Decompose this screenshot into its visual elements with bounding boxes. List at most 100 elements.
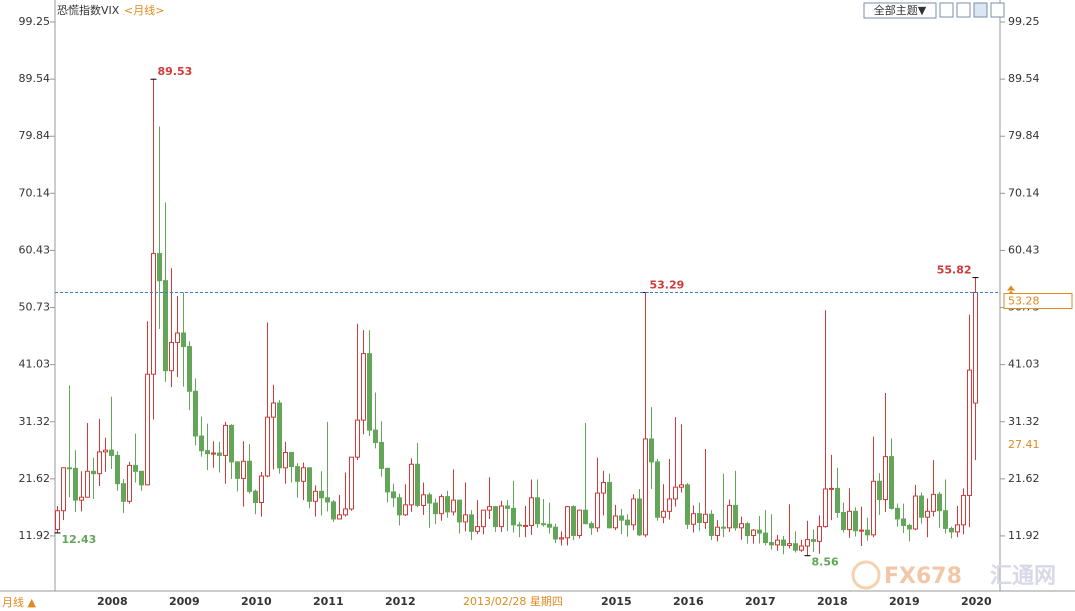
candle-body	[61, 467, 66, 512]
y2-tick-label: 79.84	[1008, 129, 1040, 142]
right-button[interactable]	[990, 2, 1005, 18]
candle-body	[487, 506, 492, 511]
y-tick-label: 60.43	[19, 243, 51, 256]
candle-body	[547, 523, 552, 528]
candle-body	[799, 545, 804, 551]
candle-body	[205, 450, 210, 455]
candle-body	[319, 490, 324, 499]
x-tick-label: 2020	[961, 595, 992, 608]
candle-body	[805, 539, 810, 547]
x-tick-label: 2008	[97, 595, 128, 608]
x-tick-label: 2019	[889, 595, 920, 608]
high-label: 53.29	[650, 278, 685, 291]
candle-body	[253, 490, 258, 503]
candle-body	[853, 510, 858, 532]
candle-body	[811, 539, 816, 542]
candle-body	[313, 490, 318, 502]
candle-body	[145, 373, 150, 486]
period-button[interactable]: 月线 ▲	[2, 595, 36, 609]
candle-body	[571, 506, 576, 536]
watermark-name: 汇通网	[990, 564, 1056, 589]
theme-button[interactable]	[863, 2, 937, 19]
x-tick-label: 2017	[745, 595, 776, 608]
candle-body	[967, 369, 972, 496]
y-tick-label: 50.73	[19, 301, 51, 314]
candle-body	[451, 499, 456, 513]
y2-tick-label: 31.32	[1008, 415, 1040, 428]
candle-body	[259, 475, 264, 503]
candle-body	[505, 505, 510, 509]
candle-body	[247, 460, 252, 492]
candle-body	[913, 495, 918, 530]
candle-body	[541, 523, 546, 526]
candle-body	[631, 498, 636, 526]
y-tick-label: 21.62	[19, 472, 51, 485]
candle-body	[667, 498, 672, 512]
candle-body	[139, 470, 144, 486]
candle-body	[343, 508, 348, 516]
candle-body	[115, 454, 120, 485]
candle-body	[409, 463, 414, 506]
candle-body	[865, 529, 870, 536]
candle-body	[607, 481, 612, 529]
zoom-button[interactable]	[939, 2, 954, 18]
candle-body	[583, 509, 588, 525]
candle-body	[601, 481, 606, 494]
candle-body	[397, 497, 402, 516]
watermark-brand: FX678	[884, 564, 962, 589]
candle-body	[511, 507, 516, 526]
candle-body	[709, 513, 714, 536]
candle-body	[907, 524, 912, 530]
candle-body	[781, 539, 786, 546]
candle-body	[349, 456, 354, 510]
candle-body	[379, 441, 384, 469]
candle-body	[463, 514, 468, 523]
theme-button-label[interactable]: 全部主题▼	[874, 3, 927, 17]
high-label: 89.53	[158, 65, 193, 78]
candle-body	[565, 506, 570, 539]
candle-body	[283, 451, 288, 469]
candle-body	[847, 510, 852, 531]
left-button[interactable]	[973, 2, 988, 18]
y-tick-label: 11.92	[19, 529, 51, 542]
candle-body	[943, 510, 948, 529]
candle-body	[481, 509, 486, 528]
candle-body	[643, 438, 648, 536]
candle-body	[307, 467, 312, 502]
candle-body	[271, 402, 276, 418]
candle-body	[523, 524, 528, 527]
candle-body	[73, 467, 78, 501]
candle-body	[619, 515, 624, 521]
y2-tick-label: 99.25	[1008, 15, 1040, 28]
candle-body	[55, 510, 60, 531]
candle-body	[133, 464, 138, 472]
crosshair-label: 27.41	[1008, 438, 1040, 451]
candle-body	[337, 514, 342, 520]
candle-body	[373, 429, 378, 443]
candle-body	[103, 449, 108, 453]
candle-body	[217, 452, 222, 456]
candle-body	[241, 460, 246, 479]
candle-body	[421, 494, 426, 506]
candle-body	[127, 464, 132, 502]
candle-body	[661, 510, 666, 518]
candle-body	[469, 514, 474, 532]
x-tick-label: 2013/02/28 星期四	[463, 595, 563, 608]
candle-body	[691, 513, 696, 525]
candle-body	[355, 419, 360, 458]
candle-body	[787, 543, 792, 546]
candle-body	[121, 483, 126, 502]
candle-body	[763, 532, 768, 544]
low-label: 12.43	[62, 533, 97, 546]
x-tick-label: 2011	[313, 595, 344, 608]
range-button[interactable]	[956, 2, 971, 18]
candle-body	[859, 529, 864, 532]
candle-body	[961, 494, 966, 526]
candle-body	[415, 463, 420, 506]
candle-body	[739, 523, 744, 529]
candle-body	[553, 526, 558, 540]
y2-tick-label: 11.92	[1008, 529, 1040, 542]
y-tick-label: 41.03	[19, 358, 51, 371]
candle-body	[955, 524, 960, 533]
candle-body	[757, 529, 762, 534]
